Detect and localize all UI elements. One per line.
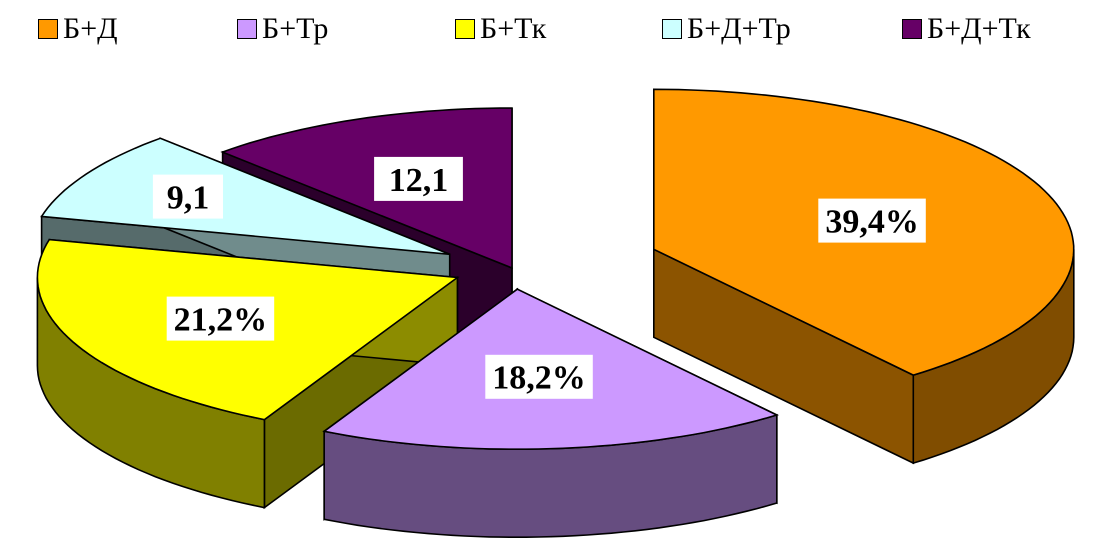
pie-slice-2 [36,238,460,510]
legend-label-b-d: Б+Д [63,12,118,45]
legend-label-b-tk: Б+Тк [480,12,547,45]
legend-swatch-b-tk [455,19,475,39]
data-label-2: 21,2% [166,296,275,341]
legend-label-b-tr: Б+Тр [262,12,329,45]
data-label-bg-3 [152,174,223,219]
data-label-text-4: 12,1 [389,162,449,199]
legend-label-b-d-tr: Б+Д+Тр [687,12,791,45]
data-label-text-3: 9,1 [167,180,210,217]
legend-label-b-d-tk: Б+Д+Тк [927,12,1031,45]
data-label-text-1: 18,2% [492,360,586,397]
data-label-text-2: 21,2% [174,302,268,339]
slice-4-top [220,107,513,270]
legend-item-b-d-tk: Б+Д+Тк [902,14,1031,44]
chart-legend: Б+Д Б+Тр Б+Тк Б+Д+Тр Б+Д+Тк [0,0,1100,60]
legend-item-b-tr: Б+Тр [237,14,328,44]
data-label-0: 39,4% [818,198,926,243]
data-label-bg-0 [818,198,926,243]
legend-swatch-b-d-tk [902,19,922,39]
data-label-1: 18,2% [485,354,593,399]
legend-swatch-b-d-tr [662,19,682,39]
legend-item-b-d-tr: Б+Д+Тр [662,14,791,44]
legend-swatch-b-d [38,19,58,39]
data-label-4: 12,1 [374,156,463,201]
legend-swatch-b-tr [237,19,257,39]
data-label-3: 9,1 [152,174,223,219]
data-label-text-0: 39,4% [825,204,919,241]
slice-3-top [40,137,450,256]
data-label-bg-2 [166,296,275,341]
legend-item-b-tk: Б+Тк [455,14,546,44]
data-label-bg-1 [485,354,593,399]
legend-item-b-d: Б+Д [38,14,118,44]
data-label-bg-4 [374,156,463,201]
